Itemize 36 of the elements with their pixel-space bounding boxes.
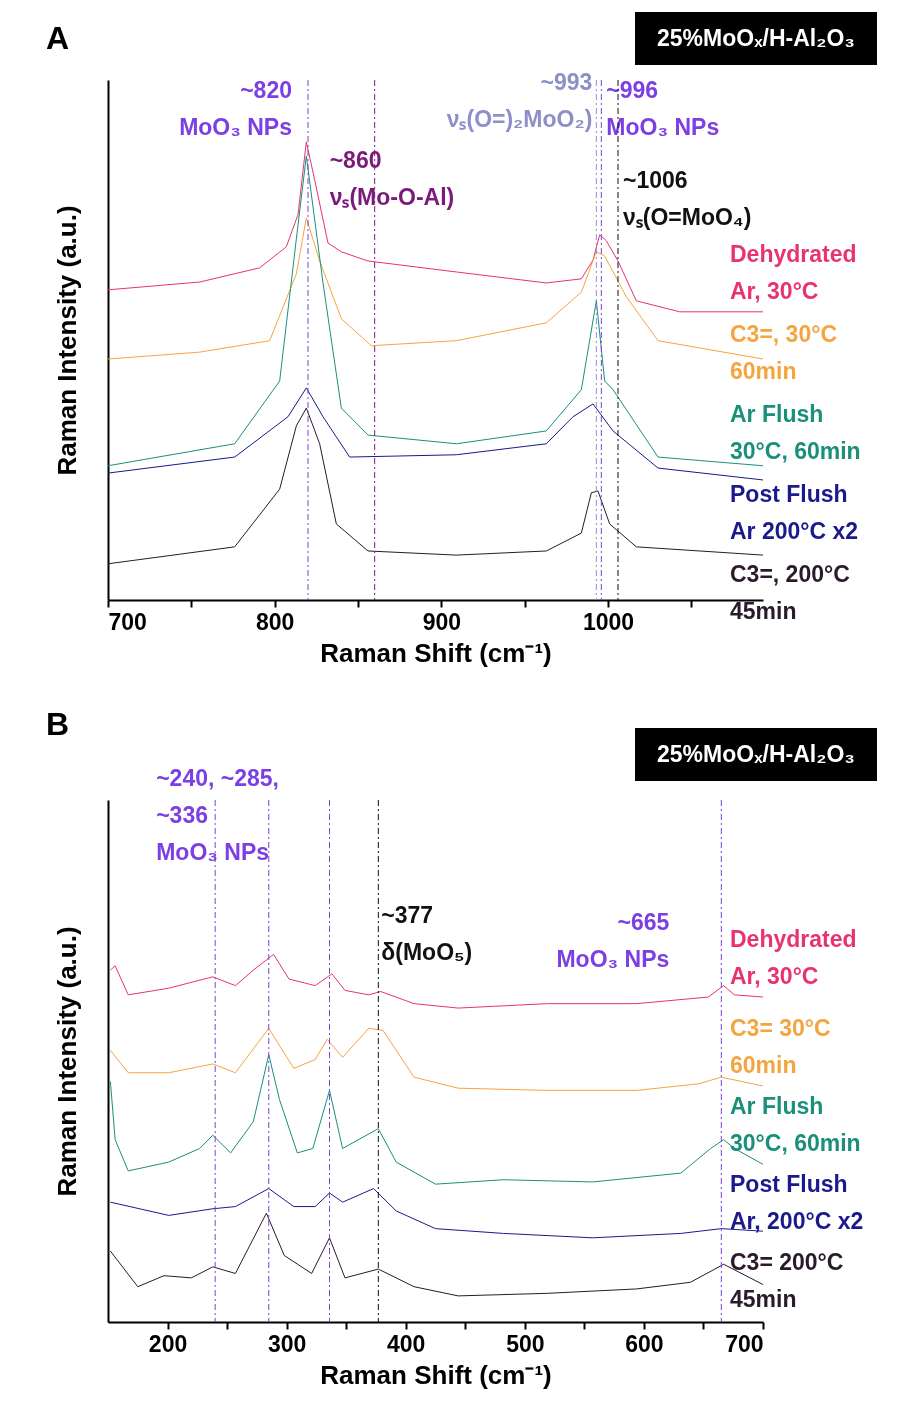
series-label: Ar Flush 30°C, 60min: [730, 400, 861, 464]
series-label: C3=, 200°C 45min: [730, 560, 850, 624]
x-axis-title: Raman Shift (cm⁻¹): [320, 637, 552, 668]
ref-line-label: ~240, ~285, ~336 MoO₃ NPs: [156, 765, 279, 865]
series-label: Ar Flush 30°C, 60min: [730, 1093, 861, 1157]
ref-line-label: ~665 MoO₃ NPs: [556, 909, 670, 972]
x-axis-title: Raman Shift (cm⁻¹): [320, 1359, 552, 1390]
x-tick-label: 400: [387, 1330, 426, 1357]
x-tick-label: 200: [148, 1330, 188, 1357]
x-tick-label: 1000: [582, 608, 635, 635]
x-tick-label: 800: [255, 608, 295, 635]
y-axis-title: Raman Intensity (a.u.): [51, 926, 82, 1197]
series-label: Dehydrated Ar, 30°C: [730, 926, 857, 990]
x-tick-label: 900: [422, 608, 462, 635]
ref-line-label: ~820 MoO₃ NPs: [179, 77, 292, 140]
y-axis-title: Raman Intensity (a.u.): [51, 205, 82, 476]
x-tick-label: 700: [108, 608, 147, 635]
chart-subtitle: 25%MoOₓ/H-Al₂O₃: [635, 728, 877, 781]
series-label: C3= 200°C 45min: [730, 1249, 844, 1313]
x-tick-label: 300: [267, 1330, 307, 1357]
ref-line-label: ~993 νₛ(O=)₂MoO₂): [446, 69, 593, 132]
series-label: Post Flush Ar, 200°C x2: [730, 1171, 864, 1235]
series-label: C3= 30°C 60min: [730, 1015, 831, 1078]
series-label: C3=, 30°C 60min: [730, 320, 838, 384]
series-label: Dehydrated Ar, 30°C: [730, 240, 857, 304]
x-tick-label: 700: [725, 1330, 764, 1357]
ref-line-label: ~860 νₛ(Mo-O-Al): [329, 147, 455, 210]
chart-title: B: [46, 706, 70, 742]
x-tick-label: 600: [625, 1330, 664, 1357]
chart-subtitle: 25%MoOₓ/H-Al₂O₃: [635, 12, 877, 65]
ref-line-label: ~377 δ(MoO₅): [381, 902, 473, 965]
chart-title: A: [46, 20, 70, 56]
ref-line-label: ~996 MoO₃ NPs: [606, 77, 720, 140]
series-label: Post Flush Ar 200°C x2: [730, 480, 859, 544]
ref-line-label: ~1006 νₛ(O=MoO₄): [623, 167, 752, 230]
x-tick-label: 500: [506, 1330, 545, 1357]
